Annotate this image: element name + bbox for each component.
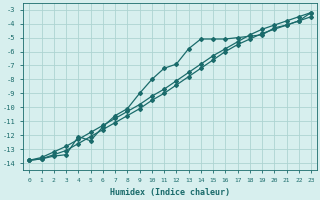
X-axis label: Humidex (Indice chaleur): Humidex (Indice chaleur) xyxy=(110,188,230,197)
